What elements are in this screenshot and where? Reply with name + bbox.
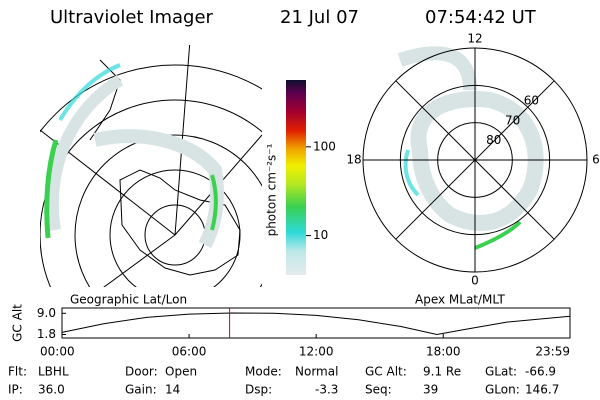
- right-map-label: Apex MLat/MLT: [415, 293, 505, 307]
- status-label: Door:: [125, 365, 158, 379]
- title: Ultraviolet Imager: [50, 7, 214, 28]
- y-tick-label: 1.8: [37, 327, 56, 341]
- mlt-map: [362, 46, 588, 273]
- status-value: 36.0: [38, 383, 65, 397]
- status-value: 39: [423, 383, 438, 397]
- colorbar-label: photon cm⁻²s⁻¹: [265, 143, 279, 236]
- geographic-map: [40, 45, 262, 287]
- status-value: 14: [165, 383, 180, 397]
- mlt-label: 12: [467, 32, 482, 46]
- altitude-line: [61, 312, 571, 335]
- status-value: Open: [165, 365, 197, 379]
- mlt-label: 0: [471, 274, 479, 288]
- status-label: Gain:: [125, 383, 157, 397]
- status-value: -3.3: [315, 383, 338, 397]
- x-tick-label: 18:00: [426, 345, 461, 359]
- x-tick-label: 12:00: [299, 345, 334, 359]
- x-tick-label: 00:00: [40, 345, 75, 359]
- mlat-label: 80: [486, 133, 501, 147]
- colorbar: [286, 80, 306, 275]
- x-tick-label: 06:00: [172, 345, 207, 359]
- status-value: -66.9: [525, 365, 556, 379]
- y-axis-label: GC Alt: [11, 304, 25, 342]
- date: 21 Jul 07: [280, 7, 359, 28]
- mlt-label: 18: [346, 153, 361, 167]
- status-value: 146.7: [525, 383, 559, 397]
- status-value: Normal: [295, 365, 338, 379]
- status-label: GLat:: [485, 365, 517, 379]
- status-value: 9.1 Re: [423, 365, 461, 379]
- x-tick-label: 23:59: [535, 345, 570, 359]
- status-label: GC Alt:: [365, 365, 407, 379]
- status-label: Flt:: [8, 365, 27, 379]
- status-label: Dsp:: [245, 383, 272, 397]
- mlat-label: 70: [505, 113, 520, 127]
- status-label: GLon:: [485, 383, 520, 397]
- colorbar-tick-label: 10: [313, 228, 328, 242]
- plot-frame: [61, 307, 571, 339]
- mlat-label: 60: [524, 94, 539, 108]
- status-label: Seq:: [365, 383, 392, 397]
- status-label: IP:: [8, 383, 23, 397]
- status-label: Mode:: [245, 365, 282, 379]
- mlt-label: 6: [592, 153, 600, 167]
- time: 07:54:42 UT: [425, 7, 537, 28]
- y-tick-label: 9.0: [37, 306, 56, 320]
- status-value: LBHL: [38, 365, 69, 379]
- colorbar-tick-label: 100: [313, 139, 336, 153]
- left-map-label: Geographic Lat/Lon: [70, 293, 187, 307]
